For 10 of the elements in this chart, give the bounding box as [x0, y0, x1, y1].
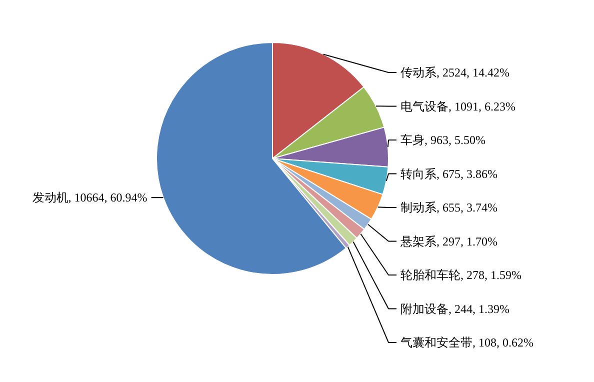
- slice-label: 轮胎和车轮, 278, 1.59%: [400, 268, 522, 282]
- slice-label: 发动机, 10664, 60.94%: [32, 190, 148, 205]
- slice-label: 传动系, 2524, 14.42%: [400, 66, 510, 80]
- slice-label: 转向系, 675, 3.86%: [400, 166, 498, 181]
- slice-label: 车身, 963, 5.50%: [400, 133, 486, 147]
- slice-label: 附加设备, 244, 1.39%: [400, 302, 510, 316]
- slice-label: 气囊和安全带, 108, 0.62%: [400, 336, 534, 350]
- slice-label: 悬架系, 297, 1.70%: [400, 234, 498, 248]
- slice-label: 电气设备, 1091, 6.23%: [400, 99, 516, 114]
- slice-label: 制动系, 655, 3.74%: [400, 200, 498, 214]
